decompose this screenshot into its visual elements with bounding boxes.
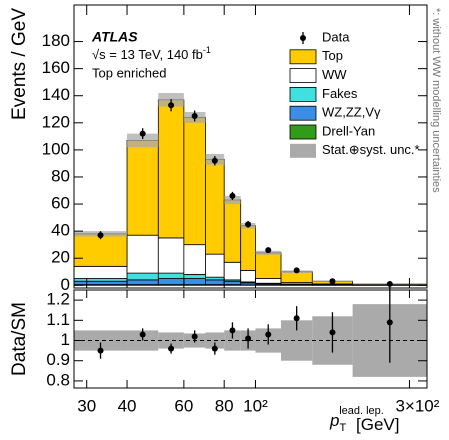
atlas-label: ATLAS [91,29,138,45]
data-point [168,102,174,108]
legend-swatch [290,125,316,139]
ratio-y-axis-label: Data/SM [9,302,30,376]
ratio-y-tick-label: 1.2 [46,290,70,309]
y-tick-label: 160 [42,58,70,77]
legend-label: Fakes [322,86,358,101]
lumi-exponent: -1 [203,45,211,55]
data-point [245,221,251,227]
y-tick-label: 20 [51,248,70,267]
ratio-point [294,315,300,321]
x-tick-label: 3×10² [395,396,439,415]
stack-bar [184,117,206,244]
legend-label: WZ,ZZ,Vγ [322,105,381,120]
stack-bar [205,254,224,277]
ratio-y-tick-label: 0.8 [46,370,70,389]
ratio-y-tick-label: 1 [61,330,70,349]
stack-bar [158,238,184,273]
legend-swatch [290,69,316,83]
data-point [98,232,104,238]
y-tick-label: 40 [51,221,70,240]
stack-bar [158,100,184,238]
data-point [265,247,271,253]
y-tick-label: 100 [42,139,70,158]
stack-bar [184,245,206,275]
x-tick-label: 30 [77,396,96,415]
ratio-y-tick-label: 0.9 [46,350,70,369]
side-note: *: without WW modelling uncertainties [430,8,442,193]
stack-bar [74,266,127,278]
stack-bar [184,279,206,285]
stack-bar [224,200,241,262]
energy-label: √s = 13 TeV, 140 fb-1 [92,45,211,62]
stack-bar [127,280,158,285]
stack-bar [224,262,241,280]
ratio-point [168,346,174,352]
stack-bar [127,273,158,280]
data-point [329,278,335,284]
x-label-symbol: p [329,411,339,430]
stack-bar [127,235,158,273]
data-point [192,113,198,119]
y-tick-label: 60 [51,194,70,213]
x-tick-label: 40 [118,396,137,415]
x-label-unit: [GeV] [356,415,399,434]
stack-bar [241,270,256,282]
y-tick-label: 80 [51,166,70,185]
x-label-subscript: T [339,422,346,434]
stack-bar [158,279,184,285]
ratio-point [140,331,146,337]
legend-swatch [290,87,316,101]
stack-bar [205,280,224,285]
y-tick-label: 140 [42,85,70,104]
data-point [294,267,300,273]
ratio-point [245,335,251,341]
stack-bar [205,159,224,254]
ratio-y-tick-label: 1.1 [46,310,70,329]
stack-bar [205,277,224,280]
stack-bar [74,281,127,284]
region-label: Top enriched [92,65,166,80]
stack-bar [74,279,127,282]
legend-swatch [290,106,316,120]
y-tick-label: 120 [42,112,70,131]
energy-text: √s = 13 TeV, 140 fb [92,47,203,62]
x-tick-label: 60 [174,396,193,415]
legend-label: Top [322,48,343,63]
legend-data-marker [300,35,306,41]
data-point [229,193,235,199]
ratio-point [387,319,393,325]
data-point [140,131,146,137]
stack-bar [127,140,158,235]
ratio-point [212,346,218,352]
y-tick-label: 180 [42,31,70,50]
stack-bar [255,253,281,279]
legend-label: Stat.⊕syst. unc.* [322,142,420,157]
stack-bar [184,274,206,278]
legend-label: Drell-Yan [322,123,375,138]
ratio-point [98,348,104,354]
data-point [212,158,218,164]
legend-swatch [290,144,316,158]
y-axis-label: Events / GeV [9,8,30,120]
stack-bar [158,273,184,278]
legend-swatch [290,50,316,64]
ratio-point [229,327,235,333]
stack-bar [255,279,281,284]
stack-bar [224,281,241,284]
legend-label: Data [322,29,350,44]
stack-bar [241,226,256,271]
ratio-point [329,329,335,335]
x-tick-label: 10² [243,396,268,415]
legend-label: WW [322,67,347,82]
x-tick-label: 80 [215,396,234,415]
ratio-point [265,331,271,337]
ratio-point [192,333,198,339]
